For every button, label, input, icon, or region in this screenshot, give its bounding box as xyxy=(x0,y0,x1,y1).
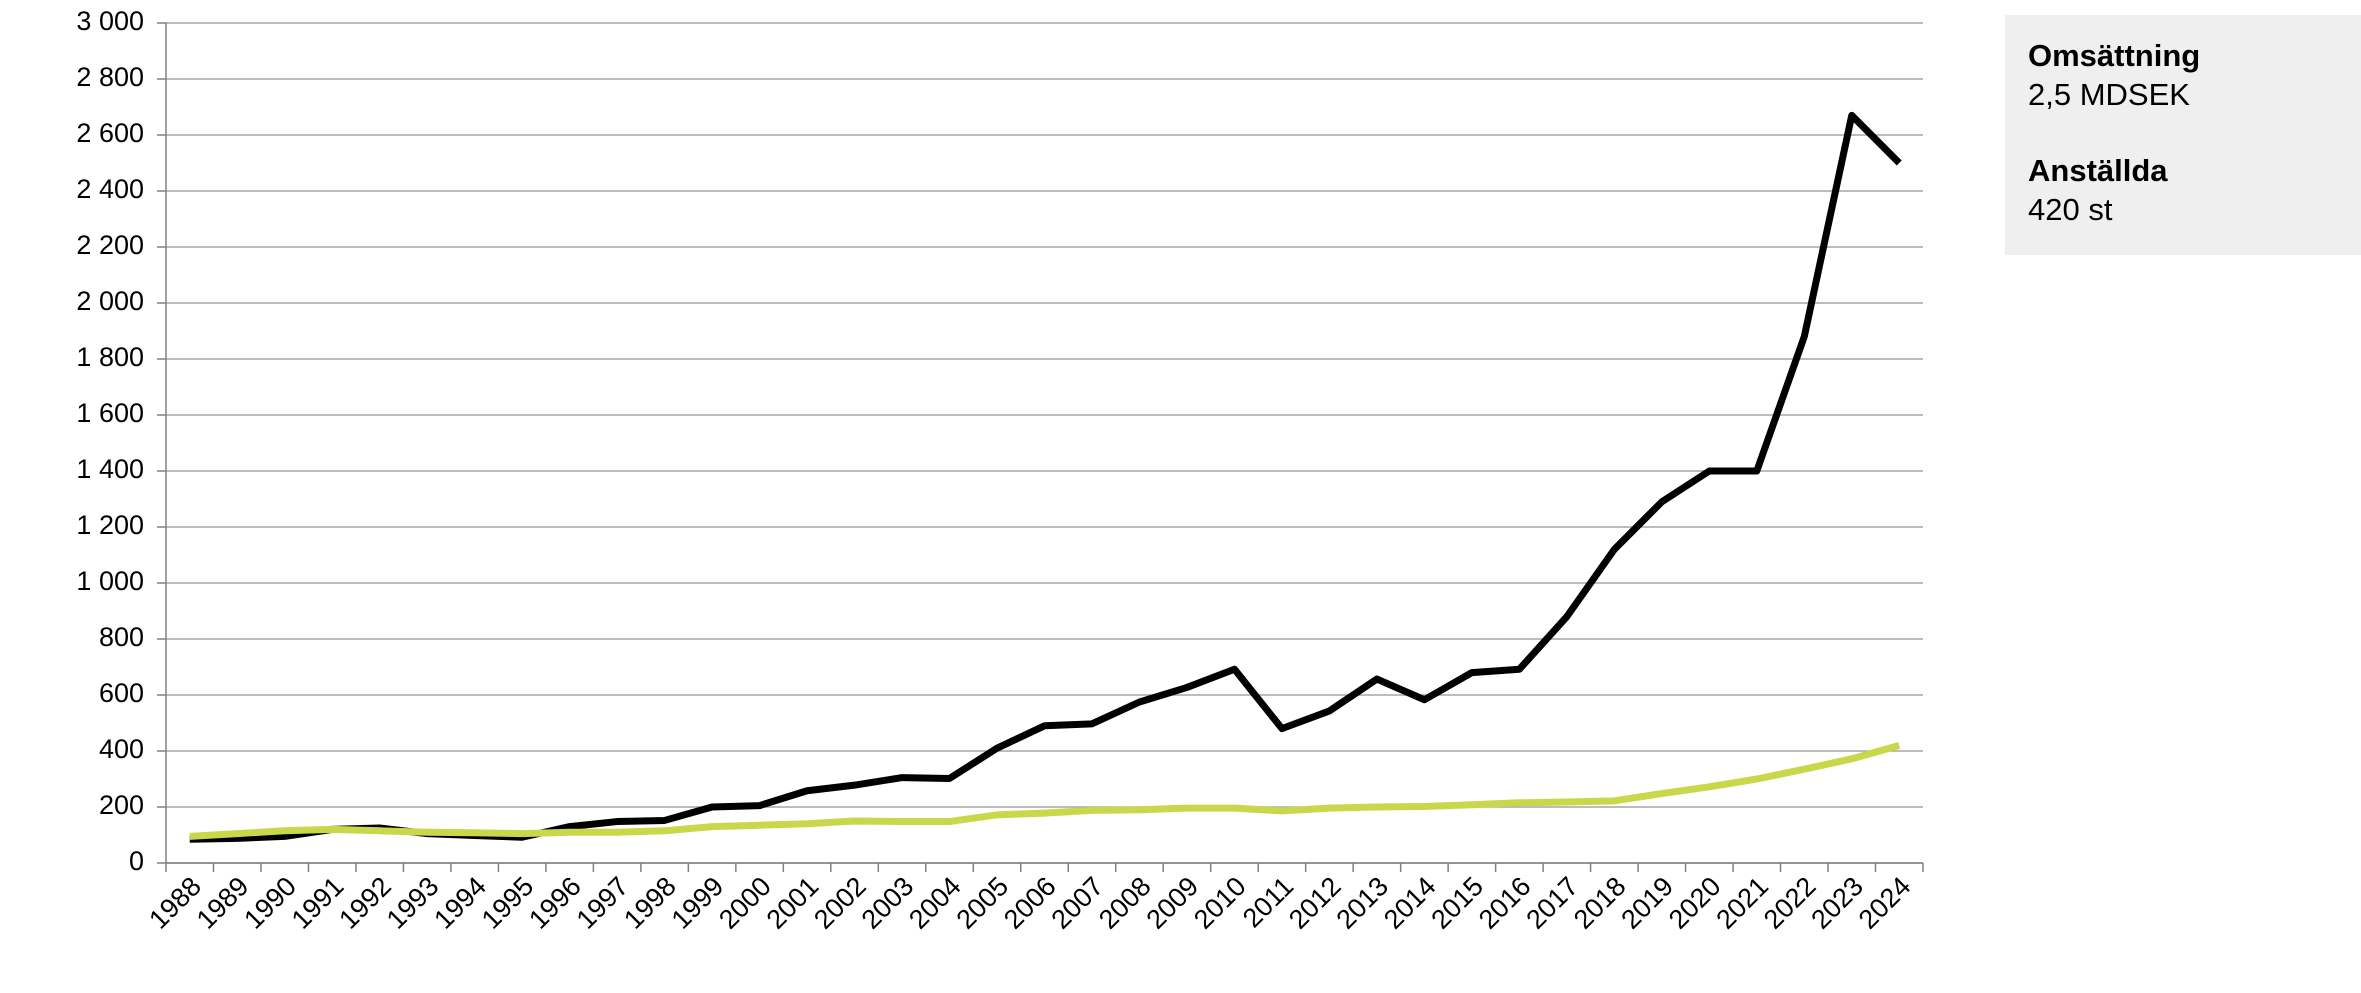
x-tick-label: 2016 xyxy=(1473,871,1537,935)
series-line xyxy=(189,742,1901,840)
x-tick-label: 2019 xyxy=(1615,871,1679,935)
y-tick-label: 2 600 xyxy=(76,118,144,148)
x-tick-label: 2006 xyxy=(998,871,1062,935)
y-tick-label: 2 800 xyxy=(76,62,144,92)
x-tick-label: 2009 xyxy=(1141,871,1205,935)
x-tick-label: 2017 xyxy=(1520,871,1584,935)
x-tick-label: 2004 xyxy=(903,871,967,935)
y-tick-label: 800 xyxy=(99,622,144,652)
y-tick-label: 2 400 xyxy=(76,174,144,204)
x-tick-label: 1998 xyxy=(618,871,682,935)
y-tick-label: 2 200 xyxy=(76,230,144,260)
y-tick-label: 3 000 xyxy=(76,6,144,36)
y-tick-label: 1 400 xyxy=(76,454,144,484)
x-tick-label: 2024 xyxy=(1853,871,1917,935)
x-tick-label: 2002 xyxy=(808,871,872,935)
x-tick-label: 1999 xyxy=(666,871,730,935)
x-tick-label: 2014 xyxy=(1378,871,1442,935)
x-tick-label: 2008 xyxy=(1093,871,1157,935)
x-tick-label: 1992 xyxy=(333,871,397,935)
y-tick-label: 0 xyxy=(129,846,144,876)
x-tick-label: 2011 xyxy=(1237,871,1299,933)
x-tick-label: 2021 xyxy=(1710,871,1774,935)
y-tick-label: 1 800 xyxy=(76,342,144,372)
x-tick-label: 1995 xyxy=(476,871,540,935)
y-tick-label: 1 200 xyxy=(76,510,144,540)
y-tick-label: 600 xyxy=(99,678,144,708)
x-tick-label: 2001 xyxy=(761,871,825,935)
x-tick-label: 1988 xyxy=(143,871,207,935)
x-tick-label: 2010 xyxy=(1188,871,1252,935)
x-tick-label: 2013 xyxy=(1330,871,1394,935)
info-label: Omsättning xyxy=(2028,38,2200,73)
y-tick-label: 1 000 xyxy=(76,566,144,596)
x-tick-label: 1993 xyxy=(381,871,445,935)
info-label: Anställda xyxy=(2028,153,2168,188)
x-tick-label: 2007 xyxy=(1046,871,1110,935)
series-line xyxy=(189,111,1902,843)
x-tick-label: 1996 xyxy=(523,871,587,935)
info-value: 2,5 MDSEK xyxy=(2028,77,2190,112)
y-tick-label: 400 xyxy=(99,734,144,764)
x-tick-label: 1991 xyxy=(286,871,350,935)
x-tick-label: 2015 xyxy=(1425,871,1489,935)
x-tick-label: 2022 xyxy=(1758,871,1822,935)
y-tick-label: 200 xyxy=(99,790,144,820)
x-tick-label: 2023 xyxy=(1805,871,1869,935)
x-tick-label: 2018 xyxy=(1568,871,1632,935)
x-tick-label: 2012 xyxy=(1283,871,1347,935)
y-tick-label: 2 000 xyxy=(76,286,144,316)
x-tick-label: 2020 xyxy=(1663,871,1727,935)
x-tick-label: 1994 xyxy=(428,871,492,935)
y-tick-label: 1 600 xyxy=(76,398,144,428)
x-tick-label: 1989 xyxy=(191,871,255,935)
x-tick-label: 1990 xyxy=(238,871,302,935)
x-tick-label: 2003 xyxy=(856,871,920,935)
info-box-bg xyxy=(2005,15,2361,255)
info-box: Omsättning 2,5 MDSEK Anställda 420 st xyxy=(2005,15,2361,255)
x-tick-label: 2000 xyxy=(713,871,777,935)
info-value: 420 st xyxy=(2028,192,2113,227)
x-tick-label: 2005 xyxy=(951,871,1015,935)
x-tick-label: 1997 xyxy=(571,871,635,935)
